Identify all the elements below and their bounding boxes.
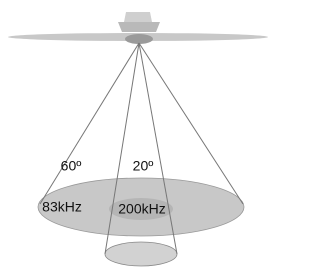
wide-beam-frequency: 83kHz [42, 199, 82, 215]
narrow-beam-frequency: 200kHz [118, 201, 165, 217]
transducer [125, 34, 153, 44]
wide-beam-angle: 60º [61, 158, 82, 174]
boat-hull [118, 22, 160, 32]
boat-cabin [124, 12, 152, 22]
sonar-diagram: 60º 20º 83kHz 200kHz [0, 0, 274, 272]
page: 60º 20º 83kHz 200kHz (() => { const data… [0, 0, 274, 272]
narrow-beam-angle: 20º [133, 158, 154, 174]
narrow-beam-footprint [105, 242, 177, 266]
